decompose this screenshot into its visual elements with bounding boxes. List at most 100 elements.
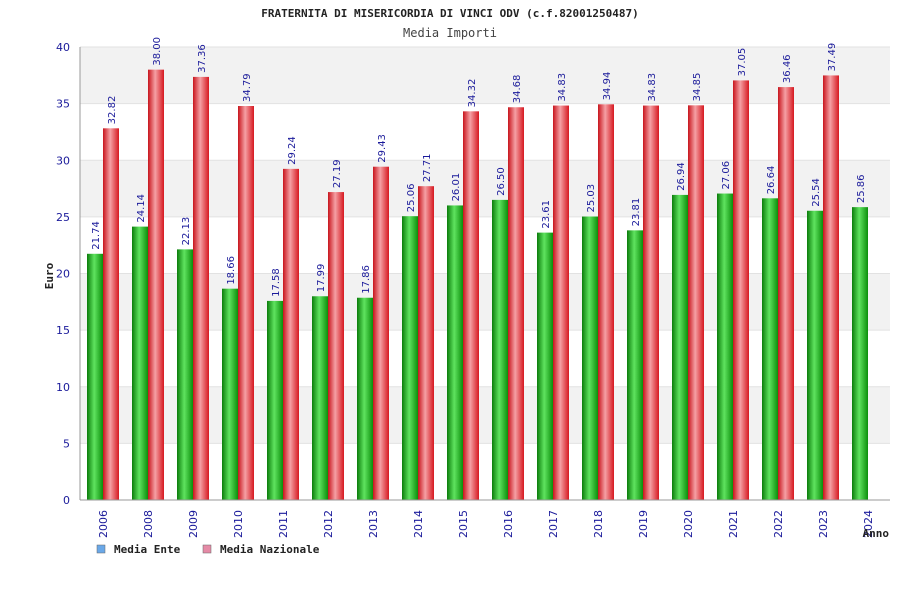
data-label: 25.54 [811, 178, 822, 207]
y-tick-label: 15 [56, 324, 70, 337]
bar-media-ente [132, 226, 148, 500]
bar-media-ente [357, 297, 373, 500]
data-label: 29.24 [287, 136, 298, 165]
x-tick-label: 2023 [817, 510, 830, 538]
bar-media-nazionale [103, 128, 119, 500]
y-tick-label: 0 [63, 494, 70, 507]
y-tick-label: 40 [56, 41, 70, 54]
plot-band [80, 443, 890, 500]
x-tick-label: 2018 [592, 510, 605, 538]
x-tick-label: 2010 [232, 510, 245, 538]
chart-title: FRATERNITA DI MISERICORDIA DI VINCI ODV … [261, 7, 639, 20]
legend-label-media-ente: Media Ente [114, 543, 181, 556]
bar-media-nazionale [193, 76, 209, 500]
bar-media-nazionale [238, 106, 254, 501]
bar-media-ente [852, 207, 868, 500]
y-tick-label: 5 [63, 437, 70, 450]
y-tick-label: 35 [56, 98, 70, 111]
chart-subtitle: Media Importi [403, 26, 497, 40]
x-axis-label: Anno [863, 527, 890, 540]
bar-media-nazionale [688, 105, 704, 500]
bar-media-ente [627, 230, 643, 500]
x-tick-label: 2016 [502, 510, 515, 538]
data-label: 34.85 [692, 73, 703, 102]
bar-media-ente [222, 288, 238, 500]
plot-band [80, 386, 890, 444]
data-label: 29.43 [377, 134, 388, 163]
data-label: 23.61 [541, 200, 552, 229]
data-label: 26.64 [766, 166, 777, 195]
x-tick-label: 2015 [457, 510, 470, 538]
x-tick-label: 2019 [637, 510, 650, 538]
data-label: 17.58 [271, 268, 282, 297]
data-label: 27.19 [332, 159, 343, 188]
data-label: 23.81 [631, 198, 642, 227]
data-label: 21.74 [91, 221, 102, 250]
bar-media-nazionale [778, 87, 794, 500]
bar-media-ente [267, 300, 283, 500]
data-label: 34.32 [467, 79, 478, 108]
bar-media-ente [87, 253, 103, 500]
x-tick-label: 2012 [322, 510, 335, 538]
plot-band [80, 273, 890, 331]
data-label: 26.50 [496, 167, 507, 196]
plot-band [80, 47, 890, 104]
x-tick-label: 2008 [142, 510, 155, 538]
data-label: 38.00 [152, 37, 163, 66]
plot-band [80, 216, 890, 274]
bar-media-nazionale [598, 104, 614, 500]
bar-media-ente [672, 194, 688, 501]
data-label: 26.01 [451, 173, 462, 202]
data-label: 37.05 [737, 48, 748, 77]
x-tick-label: 2024 [862, 510, 875, 538]
y-tick-label: 25 [56, 211, 70, 224]
data-label: 26.94 [676, 162, 687, 191]
legend-swatch-media-nazionale [202, 544, 212, 554]
x-tick-label: 2011 [277, 510, 290, 538]
bar-media-ente [717, 193, 733, 500]
data-label: 36.46 [782, 54, 793, 83]
y-axis-ticks: 0 5 10 15 20 25 30 35 40 [56, 41, 70, 507]
data-label: 37.49 [827, 43, 838, 72]
x-tick-label: 2006 [97, 510, 110, 538]
plot-background [80, 47, 890, 500]
y-axis-label: Euro [43, 262, 56, 289]
bar-media-nazionale [283, 168, 299, 500]
data-label: 22.13 [181, 217, 192, 246]
data-label: 18.66 [226, 256, 237, 285]
data-label: 34.94 [602, 72, 613, 101]
data-label: 34.83 [557, 73, 568, 102]
bars [87, 69, 868, 501]
data-label: 27.06 [721, 161, 732, 190]
legend-label-media-nazionale: Media Nazionale [220, 543, 320, 556]
bar-media-nazionale [733, 80, 749, 500]
bar-media-nazionale [148, 69, 164, 501]
y-tick-label: 20 [56, 268, 70, 281]
bar-media-ente [177, 249, 193, 500]
x-tick-label: 2022 [772, 510, 785, 538]
bar-media-ente [402, 216, 418, 500]
legend: Media Ente Media Nazionale [96, 543, 320, 556]
data-label: 34.83 [647, 73, 658, 102]
bar-media-nazionale [823, 75, 839, 500]
bar-media-ente [312, 296, 328, 500]
bar-media-nazionale [508, 107, 524, 501]
x-tick-label: 2013 [367, 510, 380, 538]
data-labels: 21.74 32.82 24.14 38.00 22.13 37.36 18.66 34.79… [91, 37, 867, 297]
x-tick-label: 2009 [187, 510, 200, 538]
x-tick-label: 2021 [727, 510, 740, 538]
bar-media-ente [537, 232, 553, 500]
bar-media-nazionale [463, 111, 479, 501]
data-label: 34.68 [512, 75, 523, 104]
bar-media-ente [447, 205, 463, 500]
data-label: 17.86 [361, 265, 372, 294]
bar-media-nazionale [553, 105, 569, 501]
plot-band [80, 103, 890, 161]
data-label: 27.71 [422, 154, 433, 183]
bar-media-ente [807, 210, 823, 500]
bar-media-nazionale [418, 186, 434, 500]
bar-media-ente [492, 199, 508, 500]
data-label: 37.36 [197, 44, 208, 73]
data-label: 25.06 [406, 184, 417, 213]
